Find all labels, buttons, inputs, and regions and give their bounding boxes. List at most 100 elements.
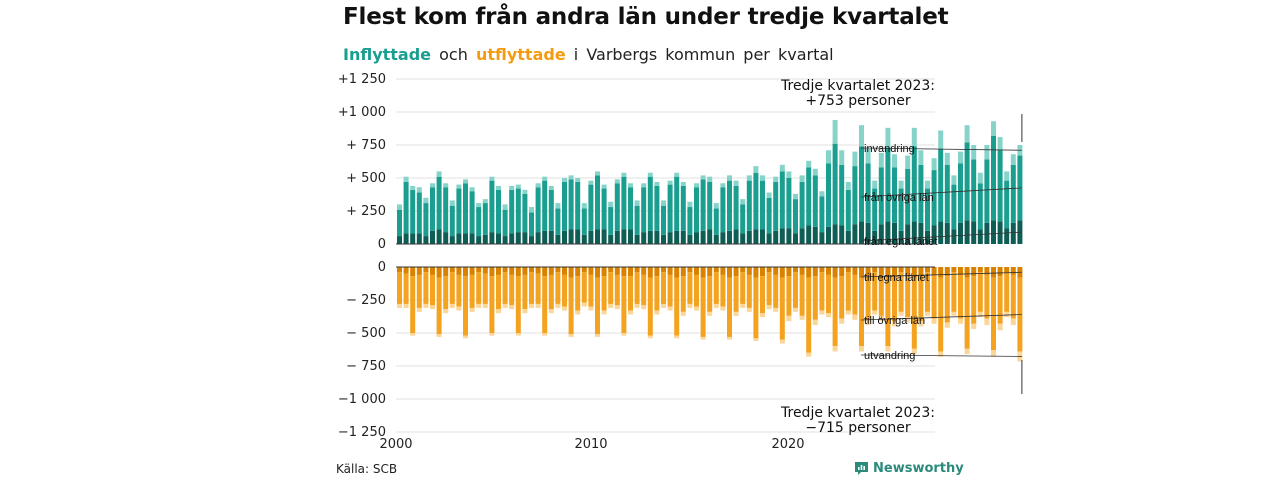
chart-subtitle: Inflyttade och utflyttade i Varbergs kom…	[343, 45, 834, 64]
leader-line	[860, 314, 1022, 321]
bar-in-invandring	[661, 200, 666, 206]
quarter-bar-group	[991, 121, 996, 357]
bar-in-egna	[812, 226, 818, 244]
bar-in-invandring	[971, 145, 977, 160]
quarter-bar-group	[806, 160, 812, 357]
bar-in-egna	[727, 230, 732, 244]
bar-in-invandring	[680, 181, 686, 186]
bar-out-egna	[647, 267, 653, 278]
bar-in-ovriga	[793, 199, 798, 234]
quarter-bar-group	[548, 185, 554, 314]
bar-in-invandring	[410, 185, 416, 190]
bar-in-invandring	[720, 183, 726, 188]
bar-out-egna	[463, 267, 468, 277]
bar-out-egna	[885, 267, 891, 278]
bar-in-ovriga	[515, 188, 521, 233]
bar-in-ovriga	[522, 193, 528, 233]
bar-in-invandring	[773, 176, 779, 182]
bar-out-ovriga	[403, 273, 409, 304]
bar-out-utvandring	[674, 335, 680, 339]
series-label-in-egna: från egna länet	[864, 236, 937, 248]
bar-out-egna	[898, 267, 904, 273]
bar-out-ovriga	[436, 277, 442, 335]
bar-in-invandring	[403, 176, 409, 182]
bar-out-utvandring	[621, 333, 627, 336]
bar-in-egna	[581, 234, 587, 244]
bar-in-ovriga	[799, 181, 805, 229]
bar-in-invandring	[839, 150, 845, 165]
subtitle-och: och	[439, 45, 468, 64]
quarter-bar-group	[713, 203, 719, 308]
bar-out-egna	[806, 267, 812, 278]
bar-out-utvandring	[845, 310, 851, 315]
quarter-bar-group	[562, 178, 567, 311]
bar-in-egna	[819, 232, 825, 244]
bar-out-ovriga	[713, 272, 719, 304]
bar-out-utvandring	[746, 307, 752, 312]
quarter-bar-group	[647, 172, 653, 339]
quarter-bar-group	[885, 127, 891, 352]
annotation-top-line2: +753 personer	[805, 93, 911, 109]
bar-out-egna	[766, 267, 772, 273]
brand-name: Newsworthy	[873, 461, 964, 476]
bar-in-invandring	[529, 207, 534, 213]
bar-in-invandring	[958, 151, 963, 164]
bar-out-egna	[984, 267, 990, 275]
bar-in-egna	[984, 222, 990, 244]
bar-out-ovriga	[931, 274, 937, 319]
brand-logo[interactable]: Newsworthy	[854, 461, 964, 476]
bar-out-egna	[812, 267, 818, 277]
series-label-out-ovriga: till övriga län	[864, 315, 925, 327]
bar-in-invandring	[476, 203, 482, 208]
bar-in-egna	[614, 230, 620, 244]
bar-out-utvandring	[925, 311, 930, 316]
bar-in-ovriga	[535, 187, 541, 233]
bar-in-ovriga	[925, 188, 930, 231]
bar-out-ovriga	[515, 276, 521, 333]
bar-out-ovriga	[489, 276, 495, 333]
bar-out-ovriga	[733, 276, 739, 312]
bar-in-invandring	[608, 201, 614, 208]
quarter-bar-group	[436, 171, 442, 337]
bar-out-ovriga	[608, 272, 614, 304]
bar-out-egna	[905, 267, 911, 275]
bar-in-invandring	[845, 181, 851, 190]
bar-in-invandring	[925, 180, 930, 189]
bar-in-egna	[542, 230, 548, 244]
bar-out-utvandring	[878, 315, 884, 322]
series-label-out-utvandring: utvandring	[864, 350, 915, 362]
bar-in-invandring	[588, 180, 594, 185]
bar-out-egna	[654, 267, 660, 277]
bar-in-invandring	[740, 199, 746, 205]
bar-in-ovriga	[753, 172, 759, 230]
bar-out-egna	[740, 267, 746, 273]
bar-in-invandring	[535, 183, 541, 188]
bar-in-invandring	[746, 175, 752, 181]
bar-out-utvandring	[667, 306, 673, 311]
bar-out-egna	[575, 267, 581, 277]
bar-out-utvandring	[562, 306, 567, 311]
bar-out-egna	[443, 267, 449, 277]
bar-in-ovriga	[502, 209, 508, 237]
bar-in-egna	[588, 230, 594, 244]
bar-in-egna	[918, 222, 924, 244]
bar-out-egna	[951, 267, 957, 273]
bar-out-ovriga	[581, 272, 587, 303]
quarter-bar-group	[951, 175, 957, 316]
bar-in-egna	[647, 230, 653, 244]
bar-out-egna	[614, 267, 620, 275]
bar-in-egna	[667, 232, 673, 244]
bar-out-utvandring	[997, 323, 1003, 331]
bar-in-invandring	[991, 121, 996, 136]
quarter-bar-group	[997, 137, 1003, 331]
bar-in-invandring	[707, 176, 713, 182]
bar-in-invandring	[727, 175, 732, 181]
bar-out-utvandring	[436, 334, 442, 337]
bar-in-ovriga	[509, 189, 515, 234]
bar-in-egna	[562, 230, 567, 244]
bar-in-ovriga	[443, 187, 449, 233]
quarter-bar-group	[410, 185, 416, 336]
bar-in-egna	[449, 236, 455, 244]
bar-in-invandring	[852, 151, 858, 167]
bar-out-egna	[773, 267, 779, 275]
